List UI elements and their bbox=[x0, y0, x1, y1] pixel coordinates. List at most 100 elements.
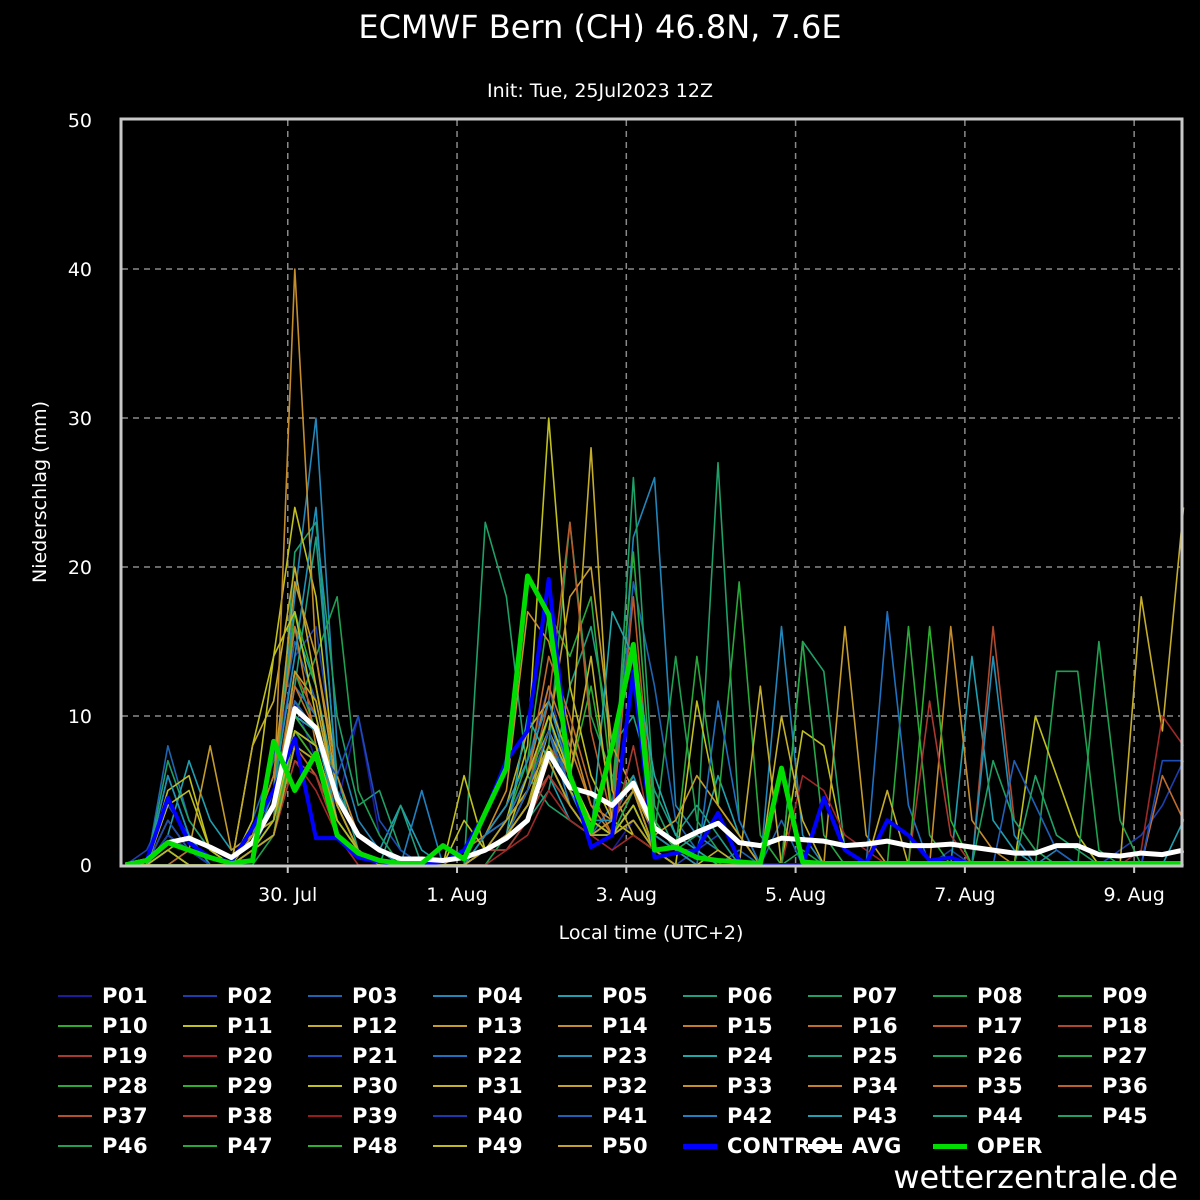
legend-swatch bbox=[183, 1055, 217, 1057]
legend-swatch bbox=[683, 1025, 717, 1027]
x-tick-label: 1. Aug bbox=[426, 884, 487, 906]
legend-swatch bbox=[808, 1025, 842, 1027]
legend-item-p39: P39 bbox=[308, 1102, 398, 1130]
legend-label: P14 bbox=[602, 1014, 649, 1038]
legend-label: AVG bbox=[852, 1134, 902, 1158]
legend-label: P10 bbox=[102, 1014, 149, 1038]
legend-swatch bbox=[183, 1085, 217, 1087]
legend-swatch bbox=[183, 1025, 217, 1027]
legend-swatch bbox=[183, 995, 217, 997]
legend-label: P43 bbox=[852, 1104, 899, 1128]
legend-label: P41 bbox=[602, 1104, 649, 1128]
chart-title: ECMWF Bern (CH) 46.8N, 7.6E bbox=[358, 8, 842, 46]
legend-swatch bbox=[808, 1055, 842, 1057]
legend-swatch bbox=[58, 1145, 92, 1147]
legend-swatch bbox=[558, 1145, 592, 1147]
legend-label: P06 bbox=[727, 984, 774, 1008]
legend-swatch bbox=[433, 1055, 467, 1057]
series-line-oper bbox=[125, 573, 1184, 868]
legend-item-p32: P32 bbox=[558, 1072, 648, 1100]
legend-swatch bbox=[1058, 1025, 1092, 1027]
legend-swatch bbox=[433, 1085, 467, 1087]
legend-item-p25: P25 bbox=[808, 1042, 898, 1070]
legend-item-p45: P45 bbox=[1058, 1102, 1148, 1130]
legend-item-p31: P31 bbox=[433, 1072, 523, 1100]
legend-label: OPER bbox=[977, 1134, 1043, 1158]
legend-item-p09: P09 bbox=[1058, 982, 1148, 1010]
legend-swatch bbox=[683, 1143, 717, 1149]
legend-item-p12: P12 bbox=[308, 1012, 398, 1040]
legend-item-p29: P29 bbox=[183, 1072, 273, 1100]
legend-label: P48 bbox=[352, 1134, 399, 1158]
legend-label: P12 bbox=[352, 1014, 399, 1038]
legend-label: P02 bbox=[227, 984, 274, 1008]
legend-label: P36 bbox=[1102, 1074, 1149, 1098]
watermark: wetterzentrale.de bbox=[893, 1158, 1178, 1196]
legend-swatch bbox=[183, 1115, 217, 1117]
legend-swatch bbox=[933, 1055, 967, 1057]
legend-item-p18: P18 bbox=[1058, 1012, 1148, 1040]
legend-label: P29 bbox=[227, 1074, 274, 1098]
legend-item-p36: P36 bbox=[1058, 1072, 1148, 1100]
legend-swatch bbox=[683, 995, 717, 997]
legend-swatch bbox=[308, 1055, 342, 1057]
legend-label: P18 bbox=[1102, 1014, 1149, 1038]
y-tick-label: 0 bbox=[80, 855, 92, 877]
x-tick-label: 3. Aug bbox=[596, 884, 657, 906]
legend-label: P50 bbox=[602, 1134, 649, 1158]
chart-subtitle: Init: Tue, 25Jul2023 12Z bbox=[486, 80, 714, 102]
legend-item-p49: P49 bbox=[433, 1132, 523, 1160]
legend-label: P13 bbox=[477, 1014, 524, 1038]
legend-swatch bbox=[58, 995, 92, 997]
legend-item-p08: P08 bbox=[933, 982, 1023, 1010]
legend-item-p17: P17 bbox=[933, 1012, 1023, 1040]
legend-label: P26 bbox=[977, 1044, 1024, 1068]
legend-swatch bbox=[808, 995, 842, 997]
legend-label: P22 bbox=[477, 1044, 524, 1068]
x-axis-label: Local time (UTC+2) bbox=[559, 922, 744, 944]
y-axis-label: Niederschlag (mm) bbox=[29, 401, 51, 583]
x-tick-label: 9. Aug bbox=[1104, 884, 1165, 906]
legend-label: P35 bbox=[977, 1074, 1024, 1098]
legend-label: P31 bbox=[477, 1074, 524, 1098]
y-tick-label: 30 bbox=[68, 408, 92, 430]
legend-item-p07: P07 bbox=[808, 982, 898, 1010]
legend-swatch bbox=[308, 1115, 342, 1117]
legend-item-p47: P47 bbox=[183, 1132, 273, 1160]
legend-item-p22: P22 bbox=[433, 1042, 523, 1070]
legend-label: P08 bbox=[977, 984, 1024, 1008]
legend-label: P39 bbox=[352, 1104, 399, 1128]
axes: 0 10 20 30 40 50 30. Jul 1. Aug 3. Aug 5. Aug 7. A… bbox=[68, 110, 1165, 906]
legend-swatch bbox=[808, 1143, 842, 1149]
legend-item-p48: P48 bbox=[308, 1132, 398, 1160]
legend-label: P09 bbox=[1102, 984, 1149, 1008]
legend-label: P32 bbox=[602, 1074, 649, 1098]
legend-item-p42: P42 bbox=[683, 1102, 773, 1130]
legend-item-p11: P11 bbox=[183, 1012, 273, 1040]
legend-item-p21: P21 bbox=[308, 1042, 398, 1070]
legend-item-p23: P23 bbox=[558, 1042, 648, 1070]
legend-item-p16: P16 bbox=[808, 1012, 898, 1040]
legend-label: P17 bbox=[977, 1014, 1024, 1038]
legend-label: P44 bbox=[977, 1104, 1024, 1128]
legend-swatch bbox=[58, 1085, 92, 1087]
plot-frame bbox=[119, 117, 1184, 868]
legend-item-p20: P20 bbox=[183, 1042, 273, 1070]
legend-swatch bbox=[683, 1085, 717, 1087]
y-tick-label: 40 bbox=[68, 259, 92, 281]
legend-item-p26: P26 bbox=[933, 1042, 1023, 1070]
legend-swatch bbox=[58, 1025, 92, 1027]
legend-item-p14: P14 bbox=[558, 1012, 648, 1040]
legend-swatch bbox=[433, 995, 467, 997]
legend-swatch bbox=[933, 1085, 967, 1087]
legend-item-oper: OPER bbox=[933, 1132, 1043, 1160]
legend-item-p30: P30 bbox=[308, 1072, 398, 1100]
legend-label: P33 bbox=[727, 1074, 774, 1098]
legend-label: P04 bbox=[477, 984, 524, 1008]
legend-label: P07 bbox=[852, 984, 899, 1008]
y-tick-label: 20 bbox=[68, 557, 92, 579]
legend-label: P05 bbox=[602, 984, 649, 1008]
legend-label: P24 bbox=[727, 1044, 774, 1068]
legend-swatch bbox=[1058, 995, 1092, 997]
